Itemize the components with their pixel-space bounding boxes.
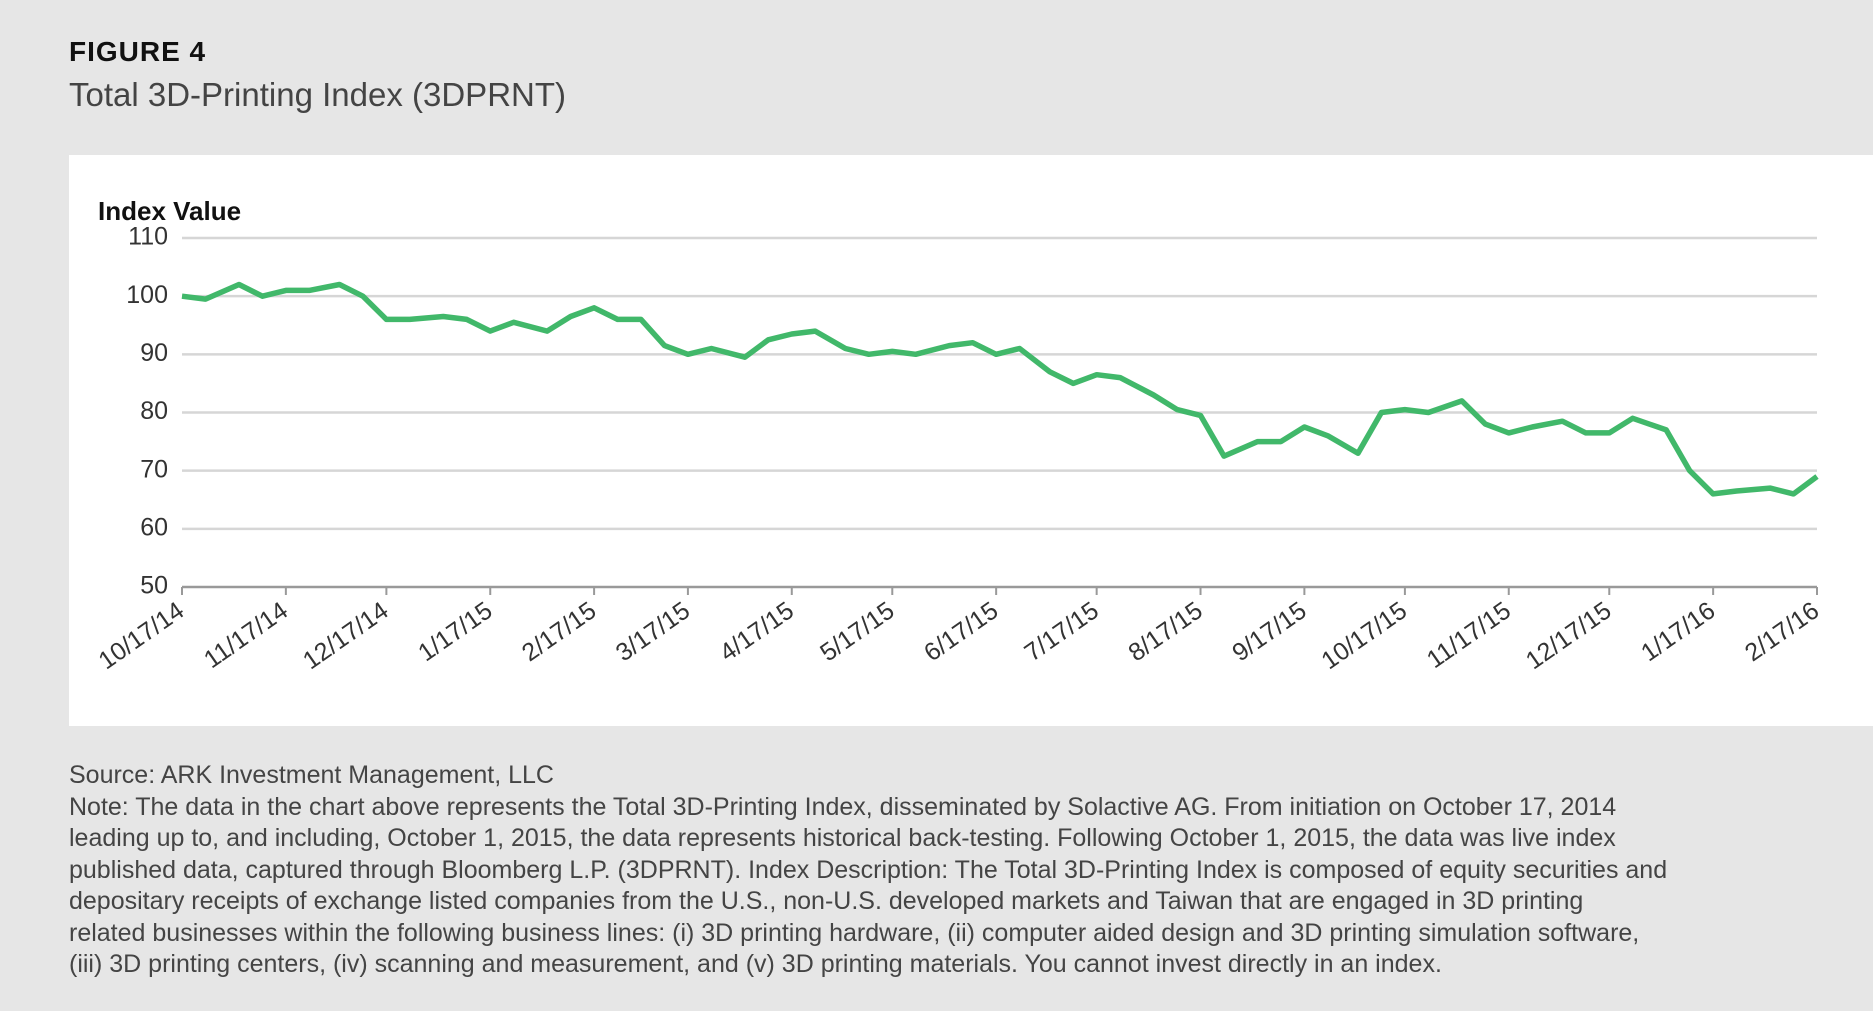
chart-background bbox=[69, 155, 1873, 726]
line-series bbox=[181, 281, 1819, 497]
footer-line: depositary receipts of exchange listed c… bbox=[69, 887, 1584, 915]
y-tick-label: 50 bbox=[140, 572, 168, 600]
y-tick-label: 110 bbox=[128, 223, 168, 251]
y-tick-label: 90 bbox=[140, 339, 168, 367]
footer-line: (iii) 3D printing centers, (iv) scanning… bbox=[69, 950, 1442, 978]
footer-line: published data, captured through Bloombe… bbox=[69, 855, 1668, 884]
footer-line: Note: The data in the chart above repres… bbox=[69, 792, 1617, 821]
y-axis-label: Index Value bbox=[98, 196, 241, 226]
footer-line: related businesses within the following … bbox=[69, 918, 1640, 947]
y-tick-label: 100 bbox=[126, 281, 168, 309]
y-tick-label: 80 bbox=[140, 397, 168, 425]
y-tick-label: 60 bbox=[140, 513, 168, 541]
figure-label: FIGURE 4 bbox=[69, 36, 207, 67]
footer: Source: ARK Investment Management, LLC No… bbox=[69, 760, 1667, 981]
chart-title: Total 3D-Printing Index (3DPRNT) bbox=[69, 76, 566, 113]
footer-line: Source: ARK Investment Management, LLC bbox=[69, 761, 554, 789]
y-tick-label: 70 bbox=[140, 455, 168, 483]
footer-line: leading up to, and including, October 1,… bbox=[69, 824, 1616, 852]
